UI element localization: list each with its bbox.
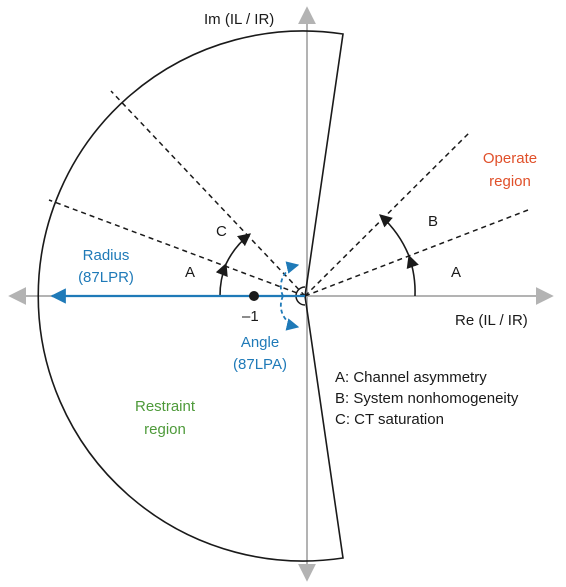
- angle-arc-lower: [279, 295, 300, 331]
- sector-label-right-b: B: [428, 213, 438, 230]
- sector-label-left-a: A: [185, 264, 195, 281]
- arc-left-a: [215, 262, 228, 297]
- radius-label-line2: (87LPR): [78, 269, 134, 286]
- angle-arc-upper: [279, 261, 300, 297]
- operate-region-label-line1: Operate: [483, 150, 537, 167]
- real-axis-label: Re (IL / IR): [455, 312, 528, 329]
- dashed-line-left-upper: [110, 90, 306, 297]
- legend: A: Channel asymmetry B: System nonhomoge…: [335, 369, 519, 428]
- sector-label-left-c: C: [216, 223, 227, 240]
- dashed-line-right-lower: [304, 209, 529, 297]
- arc-right-a: [406, 254, 419, 297]
- legend-item-b: B: System nonhomogeneity: [335, 390, 519, 407]
- operate-region-label-line2: region: [489, 173, 531, 190]
- restraint-region-outline: [37, 30, 344, 562]
- angle-label-line1: Angle: [241, 334, 279, 351]
- legend-item-a: A: Channel asymmetry: [335, 369, 487, 386]
- radius-label-line1: Radius: [83, 247, 130, 264]
- sector-label-right-a: A: [451, 264, 461, 281]
- minus-one-label: –1: [242, 308, 259, 325]
- dashed-line-left-lower: [48, 199, 306, 297]
- dashed-line-right-upper: [304, 131, 471, 297]
- legend-item-c: C: CT saturation: [335, 411, 444, 428]
- arc-right-b: [379, 214, 410, 257]
- restraint-region-label-line2: region: [144, 421, 186, 438]
- angle-label-line2: (87LPA): [233, 356, 287, 373]
- arc-left-c: [225, 233, 252, 265]
- minus-one-point: [249, 291, 259, 301]
- imaginary-axis-label: Im (IL / IR): [204, 11, 274, 28]
- restraint-region-label-line1: Restraint: [135, 398, 196, 415]
